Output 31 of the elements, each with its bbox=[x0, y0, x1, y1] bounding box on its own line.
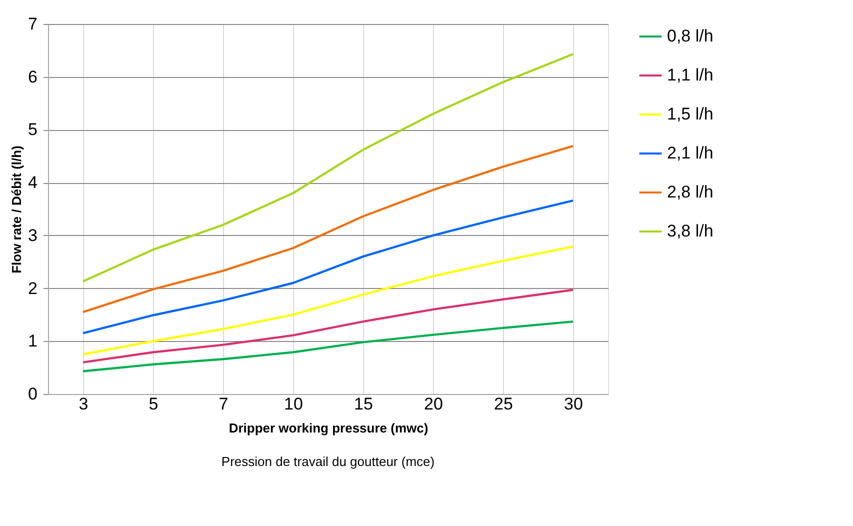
line-series bbox=[82, 199, 574, 334]
x-tick-label: 7 bbox=[218, 394, 228, 414]
line-series bbox=[82, 245, 574, 356]
y-tick-label: 4 bbox=[28, 173, 38, 192]
y-tick-label: 7 bbox=[28, 14, 38, 34]
legend-label: 0,8 l/h bbox=[667, 26, 714, 46]
line-series bbox=[82, 145, 574, 314]
x-tick-label: 3 bbox=[78, 394, 88, 414]
line-series bbox=[82, 53, 574, 283]
x-tick-label: 5 bbox=[148, 394, 158, 414]
x-tick-label: 20 bbox=[424, 394, 443, 414]
x-axis-title: Dripper working pressure (mwc) bbox=[228, 420, 428, 436]
x-tick-label: 15 bbox=[354, 394, 373, 414]
legend-label: 2,1 l/h bbox=[667, 144, 714, 162]
legend-label: 1,1 l/h bbox=[667, 66, 714, 84]
y-tick-label: 6 bbox=[28, 67, 38, 86]
x-tick-label: 30 bbox=[564, 394, 583, 414]
y-tick-label: 2 bbox=[28, 278, 38, 298]
legend-label: 2,8 l/h bbox=[667, 182, 714, 202]
y-tick-label: 0 bbox=[28, 384, 38, 404]
line-series bbox=[82, 288, 574, 364]
x-tick-label: 25 bbox=[494, 394, 513, 414]
text: Pression de travail du goutteur (mce) bbox=[221, 454, 435, 469]
line-series bbox=[82, 320, 574, 372]
legend-label: 1,5 l/h bbox=[667, 104, 714, 124]
y-tick-label: 3 bbox=[28, 226, 38, 245]
legend-label: 3,8 l/h bbox=[667, 222, 714, 240]
y-tick-label: 5 bbox=[28, 120, 38, 140]
y-axis-title: Flow rate / Débit (l/h) bbox=[9, 146, 24, 274]
x-tick-label: 10 bbox=[284, 394, 303, 414]
y-tick-label: 1 bbox=[28, 332, 38, 351]
